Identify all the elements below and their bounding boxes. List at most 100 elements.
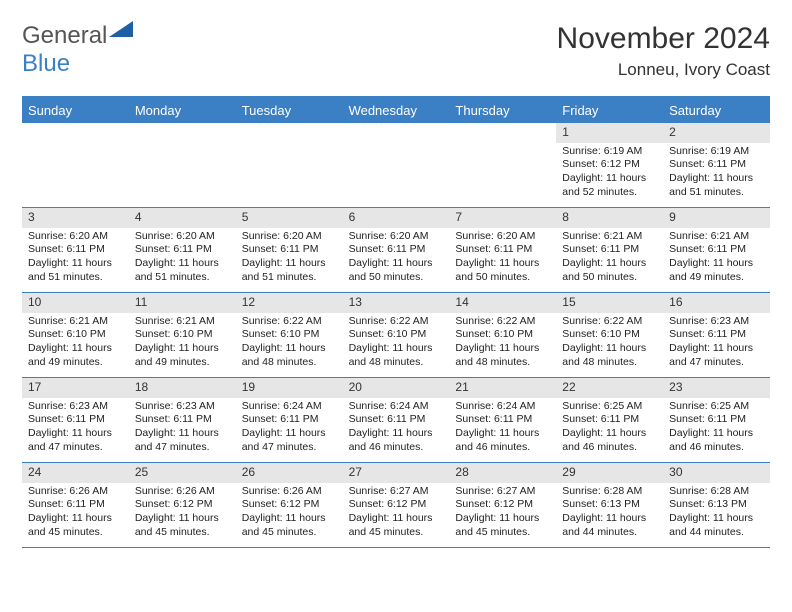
daylight-line: Daylight: 11 hours and 50 minutes.	[562, 257, 657, 284]
sunset-line: Sunset: 6:11 PM	[669, 243, 764, 257]
daylight-line: Daylight: 11 hours and 46 minutes.	[349, 427, 444, 454]
day-cell: 3Sunrise: 6:20 AMSunset: 6:11 PMDaylight…	[22, 208, 129, 292]
day-body: Sunrise: 6:21 AMSunset: 6:10 PMDaylight:…	[22, 313, 129, 374]
day-number: 11	[129, 293, 236, 313]
daylight-line: Daylight: 11 hours and 51 minutes.	[28, 257, 123, 284]
day-body: Sunrise: 6:21 AMSunset: 6:11 PMDaylight:…	[556, 228, 663, 289]
sunset-line: Sunset: 6:11 PM	[562, 413, 657, 427]
daylight-line: Daylight: 11 hours and 48 minutes.	[455, 342, 550, 369]
daylight-line: Daylight: 11 hours and 52 minutes.	[562, 172, 657, 199]
sunset-line: Sunset: 6:11 PM	[242, 413, 337, 427]
day-number: 28	[449, 463, 556, 483]
day-cell: 10Sunrise: 6:21 AMSunset: 6:10 PMDayligh…	[22, 293, 129, 377]
day-body: Sunrise: 6:19 AMSunset: 6:12 PMDaylight:…	[556, 143, 663, 204]
day-cell: 16Sunrise: 6:23 AMSunset: 6:11 PMDayligh…	[663, 293, 770, 377]
daylight-line: Daylight: 11 hours and 46 minutes.	[562, 427, 657, 454]
day-number: 24	[22, 463, 129, 483]
day-cell: 14Sunrise: 6:22 AMSunset: 6:10 PMDayligh…	[449, 293, 556, 377]
week-row: 3Sunrise: 6:20 AMSunset: 6:11 PMDaylight…	[22, 208, 770, 293]
daylight-line: Daylight: 11 hours and 46 minutes.	[455, 427, 550, 454]
sunrise-line: Sunrise: 6:20 AM	[28, 230, 123, 244]
day-number: 14	[449, 293, 556, 313]
day-number: 6	[343, 208, 450, 228]
day-cell	[22, 123, 129, 207]
logo-word-blue: Blue	[22, 50, 70, 77]
logo-word-general: General	[22, 22, 107, 49]
logo-triangle-icon	[109, 16, 133, 34]
sunset-line: Sunset: 6:10 PM	[349, 328, 444, 342]
day-number: 8	[556, 208, 663, 228]
sunrise-line: Sunrise: 6:24 AM	[242, 400, 337, 414]
sunrise-line: Sunrise: 6:22 AM	[455, 315, 550, 329]
sunrise-line: Sunrise: 6:20 AM	[455, 230, 550, 244]
day-number: 10	[22, 293, 129, 313]
day-body: Sunrise: 6:20 AMSunset: 6:11 PMDaylight:…	[449, 228, 556, 289]
daylight-line: Daylight: 11 hours and 51 minutes.	[135, 257, 230, 284]
sunrise-line: Sunrise: 6:22 AM	[562, 315, 657, 329]
daylight-line: Daylight: 11 hours and 50 minutes.	[349, 257, 444, 284]
day-number: 16	[663, 293, 770, 313]
day-cell: 7Sunrise: 6:20 AMSunset: 6:11 PMDaylight…	[449, 208, 556, 292]
sunset-line: Sunset: 6:10 PM	[562, 328, 657, 342]
day-body: Sunrise: 6:23 AMSunset: 6:11 PMDaylight:…	[663, 313, 770, 374]
day-cell	[343, 123, 450, 207]
sunrise-line: Sunrise: 6:23 AM	[135, 400, 230, 414]
day-cell: 27Sunrise: 6:27 AMSunset: 6:12 PMDayligh…	[343, 463, 450, 547]
sunset-line: Sunset: 6:12 PM	[135, 498, 230, 512]
dow-cell: Tuesday	[236, 98, 343, 123]
sunset-line: Sunset: 6:11 PM	[28, 498, 123, 512]
sunrise-line: Sunrise: 6:28 AM	[669, 485, 764, 499]
day-number: 17	[22, 378, 129, 398]
sunset-line: Sunset: 6:11 PM	[669, 328, 764, 342]
day-cell: 5Sunrise: 6:20 AMSunset: 6:11 PMDaylight…	[236, 208, 343, 292]
day-number: 23	[663, 378, 770, 398]
week-row: 24Sunrise: 6:26 AMSunset: 6:11 PMDayligh…	[22, 463, 770, 548]
sunset-line: Sunset: 6:11 PM	[455, 413, 550, 427]
day-body: Sunrise: 6:22 AMSunset: 6:10 PMDaylight:…	[343, 313, 450, 374]
day-body: Sunrise: 6:27 AMSunset: 6:12 PMDaylight:…	[449, 483, 556, 544]
daylight-line: Daylight: 11 hours and 48 minutes.	[349, 342, 444, 369]
logo: General Blue	[22, 22, 133, 78]
day-cell: 4Sunrise: 6:20 AMSunset: 6:11 PMDaylight…	[129, 208, 236, 292]
sunrise-line: Sunrise: 6:21 AM	[562, 230, 657, 244]
day-cell: 13Sunrise: 6:22 AMSunset: 6:10 PMDayligh…	[343, 293, 450, 377]
weeks-container: 1Sunrise: 6:19 AMSunset: 6:12 PMDaylight…	[22, 123, 770, 548]
sunrise-line: Sunrise: 6:26 AM	[135, 485, 230, 499]
sunrise-line: Sunrise: 6:26 AM	[28, 485, 123, 499]
day-number: 12	[236, 293, 343, 313]
day-cell: 22Sunrise: 6:25 AMSunset: 6:11 PMDayligh…	[556, 378, 663, 462]
day-body: Sunrise: 6:22 AMSunset: 6:10 PMDaylight:…	[449, 313, 556, 374]
day-body: Sunrise: 6:26 AMSunset: 6:12 PMDaylight:…	[236, 483, 343, 544]
day-cell: 21Sunrise: 6:24 AMSunset: 6:11 PMDayligh…	[449, 378, 556, 462]
dow-cell: Wednesday	[343, 98, 450, 123]
sunrise-line: Sunrise: 6:20 AM	[349, 230, 444, 244]
sunset-line: Sunset: 6:12 PM	[455, 498, 550, 512]
day-number: 3	[22, 208, 129, 228]
sunset-line: Sunset: 6:10 PM	[135, 328, 230, 342]
day-number: 19	[236, 378, 343, 398]
sunset-line: Sunset: 6:11 PM	[28, 413, 123, 427]
day-body: Sunrise: 6:25 AMSunset: 6:11 PMDaylight:…	[663, 398, 770, 459]
day-body: Sunrise: 6:19 AMSunset: 6:11 PMDaylight:…	[663, 143, 770, 204]
sunset-line: Sunset: 6:11 PM	[349, 243, 444, 257]
daylight-line: Daylight: 11 hours and 51 minutes.	[669, 172, 764, 199]
daylight-line: Daylight: 11 hours and 44 minutes.	[669, 512, 764, 539]
sunset-line: Sunset: 6:11 PM	[669, 158, 764, 172]
daylight-line: Daylight: 11 hours and 45 minutes.	[242, 512, 337, 539]
sunrise-line: Sunrise: 6:28 AM	[562, 485, 657, 499]
sunset-line: Sunset: 6:11 PM	[349, 413, 444, 427]
day-cell: 28Sunrise: 6:27 AMSunset: 6:12 PMDayligh…	[449, 463, 556, 547]
day-body: Sunrise: 6:20 AMSunset: 6:11 PMDaylight:…	[129, 228, 236, 289]
sunset-line: Sunset: 6:12 PM	[242, 498, 337, 512]
day-body: Sunrise: 6:24 AMSunset: 6:11 PMDaylight:…	[343, 398, 450, 459]
day-number: 15	[556, 293, 663, 313]
dow-cell: Thursday	[449, 98, 556, 123]
sunrise-line: Sunrise: 6:20 AM	[242, 230, 337, 244]
day-cell: 23Sunrise: 6:25 AMSunset: 6:11 PMDayligh…	[663, 378, 770, 462]
sunset-line: Sunset: 6:11 PM	[242, 243, 337, 257]
daylight-line: Daylight: 11 hours and 45 minutes.	[349, 512, 444, 539]
day-body: Sunrise: 6:24 AMSunset: 6:11 PMDaylight:…	[449, 398, 556, 459]
day-cell: 30Sunrise: 6:28 AMSunset: 6:13 PMDayligh…	[663, 463, 770, 547]
day-body: Sunrise: 6:26 AMSunset: 6:12 PMDaylight:…	[129, 483, 236, 544]
day-body: Sunrise: 6:26 AMSunset: 6:11 PMDaylight:…	[22, 483, 129, 544]
